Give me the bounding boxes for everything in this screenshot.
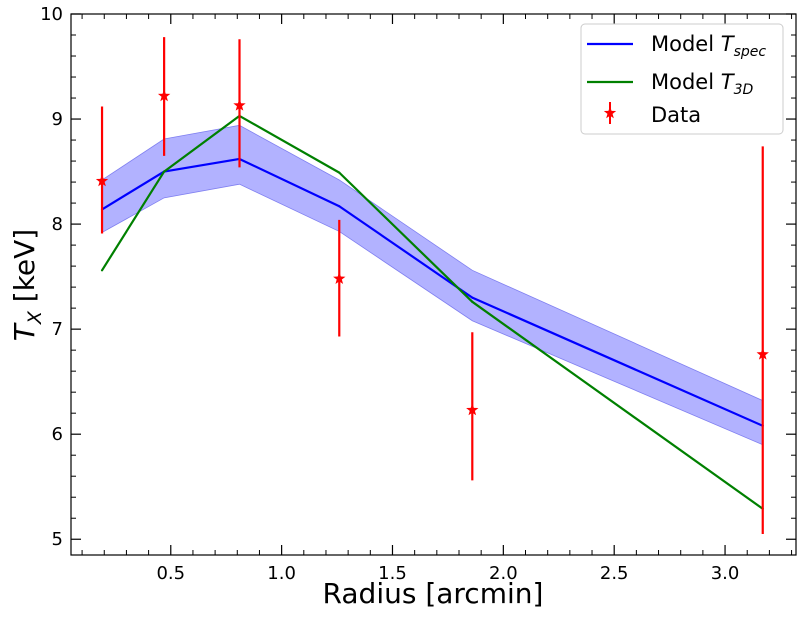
x-tick-label: 1.5: [378, 563, 407, 584]
model-tspec-line-segment: [163, 157, 241, 173]
model-tspec-line-segment: [338, 205, 474, 299]
model-tspec-line-segment: [100, 170, 166, 211]
data-point-star: [233, 98, 246, 111]
model-tspec-line-segment: [471, 296, 764, 427]
data-point-star: [95, 174, 109, 187]
y-tick-label: 7: [52, 319, 63, 340]
legend-label-model-t3d: Model T3D: [651, 70, 753, 98]
ticks-layer: 0.5 1.0 1.5 2.0 2.5 3.0 5 6 7 8 9 10: [40, 4, 796, 584]
model-t3d-line-segment: [163, 114, 241, 173]
data-point-star: [466, 403, 479, 416]
y-tick-label: 5: [52, 529, 63, 550]
y-tick-label: 10: [40, 4, 63, 25]
y-tick-label: 9: [52, 109, 63, 130]
model-t3d-line-segment: [100, 170, 166, 272]
model-t3d-line-segment: [471, 300, 764, 510]
x-axis-label: Radius [arcmin]: [323, 577, 544, 610]
model-tspec-uncertainty-band: [101, 124, 764, 446]
band-layer: [101, 124, 764, 446]
x-tick-label: 2.5: [600, 563, 629, 584]
data-point-star: [157, 89, 171, 102]
x-tick-label: 2.0: [489, 563, 518, 584]
errorbar-layer: [95, 37, 769, 534]
model-t3d-line-segment: [338, 171, 474, 303]
data-point-star: [333, 272, 346, 284]
y-axis-label-unit: [keV]: [8, 229, 41, 311]
y-tick-label: 6: [52, 424, 63, 445]
model-t3d-line-segment: [238, 114, 341, 174]
y-axis-label-symbol: T: [8, 322, 41, 341]
x-tick-label: 0.5: [156, 563, 185, 584]
plot-area-frame: [70, 13, 797, 556]
model-tspec-line-segment: [238, 157, 341, 208]
legend: Model Tspec Model T3D Data: [580, 23, 784, 135]
x-tick-label: 1.0: [267, 563, 296, 584]
line-layer: [100, 114, 764, 510]
legend-box: [580, 23, 784, 135]
y-axis-label: TX [keV]: [8, 229, 46, 342]
legend-label-data: Data: [651, 103, 701, 127]
y-axis-label-subscript: X: [24, 310, 46, 325]
legend-label-model-tspec: Model Tspec: [651, 32, 766, 60]
x-tick-label: 3.0: [711, 563, 740, 584]
y-tick-label: 8: [52, 214, 63, 235]
data-point-star: [756, 347, 769, 360]
legend-swatch-data-star: [603, 106, 617, 119]
